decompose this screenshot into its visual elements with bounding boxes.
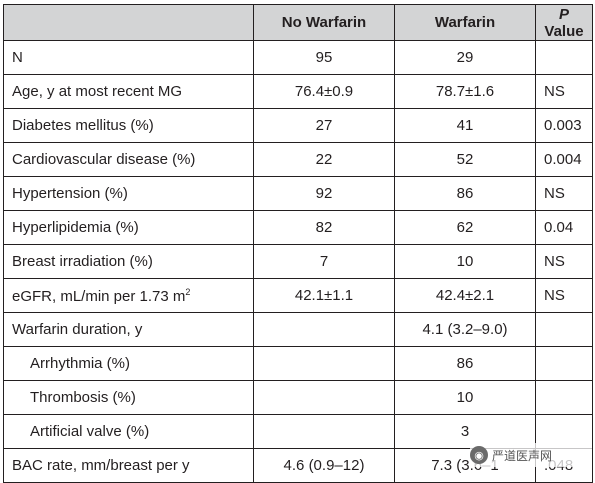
- cell-no-warfarin: [253, 380, 395, 415]
- cell-p-value: [535, 380, 593, 415]
- cell-warfarin: 41: [394, 108, 536, 143]
- row-label: Artificial valve (%): [3, 414, 254, 449]
- cell-no-warfarin: 76.4±0.9: [253, 74, 395, 109]
- row-label: Hyperlipidemia (%): [3, 210, 254, 245]
- cell-warfarin: 78.7±1.6: [394, 74, 536, 109]
- cell-no-warfarin: 27: [253, 108, 395, 143]
- cell-warfarin: 52: [394, 142, 536, 177]
- row-label: Age, y at most recent MG: [3, 74, 254, 109]
- row-label-egfr: eGFR, mL/min per 1.73 m2: [3, 278, 254, 313]
- table-row: Warfarin duration, y 4.1 (3.2–9.0): [3, 312, 593, 347]
- header-label: [3, 4, 254, 41]
- table-row: Hypertension (%) 92 86 NS: [3, 176, 593, 211]
- row-label: Cardiovascular disease (%): [3, 142, 254, 177]
- cell-no-warfarin: 82: [253, 210, 395, 245]
- cell-no-warfarin: [253, 312, 395, 347]
- cell-p-value: [535, 346, 593, 381]
- table-row: N 95 29: [3, 40, 593, 75]
- table-row: Diabetes mellitus (%) 27 41 0.003: [3, 108, 593, 143]
- row-label: Diabetes mellitus (%): [3, 108, 254, 143]
- cell-warfarin: 29: [394, 40, 536, 75]
- cell-warfarin: 86: [394, 346, 536, 381]
- row-label: Breast irradiation (%): [3, 244, 254, 279]
- row-label: Thrombosis (%): [3, 380, 254, 415]
- cell-warfarin: 10: [394, 380, 536, 415]
- cell-p-value: NS: [535, 244, 593, 279]
- row-label: Warfarin duration, y: [3, 312, 254, 347]
- row-label: Arrhythmia (%): [3, 346, 254, 381]
- header-warfarin: Warfarin: [394, 4, 536, 41]
- table-row: Thrombosis (%) 10: [3, 380, 593, 415]
- cell-p-value: NS: [535, 74, 593, 109]
- cell-no-warfarin: 92: [253, 176, 395, 211]
- header-p-value: P Value: [535, 4, 593, 41]
- cell-no-warfarin: 95: [253, 40, 395, 75]
- cell-p-value: NS: [535, 176, 593, 211]
- cell-p-value: NS: [535, 278, 593, 313]
- cell-warfarin: 42.4±2.1: [394, 278, 536, 313]
- cell-p-value: [535, 312, 593, 347]
- header-value-word: Value: [544, 22, 584, 40]
- cell-no-warfarin: 4.6 (0.9–12): [253, 448, 395, 483]
- row-label-text: eGFR, mL/min per 1.73 m: [12, 287, 186, 305]
- header-row: No Warfarin Warfarin P Value: [3, 4, 593, 41]
- header-p-letter: P: [558, 5, 569, 23]
- table-row: Arrhythmia (%) 86: [3, 346, 593, 381]
- cell-no-warfarin: 42.1±1.1: [253, 278, 395, 313]
- table-row: eGFR, mL/min per 1.73 m2 42.1±1.1 42.4±2…: [3, 278, 593, 313]
- cell-p-value: 0.004: [535, 142, 593, 177]
- table-row: Breast irradiation (%) 7 10 NS: [3, 244, 593, 279]
- header-no-warfarin: No Warfarin: [253, 4, 395, 41]
- cell-warfarin: 86: [394, 176, 536, 211]
- watermark-text: 严道医声网: [492, 448, 553, 463]
- table-row: Cardiovascular disease (%) 22 52 0.004: [3, 142, 593, 177]
- cell-p-value: 0.003: [535, 108, 593, 143]
- superscript: 2: [185, 286, 191, 297]
- cell-warfarin: 10: [394, 244, 536, 279]
- row-label: Hypertension (%): [3, 176, 254, 211]
- watermark: ◉ 严道医声网: [470, 443, 592, 467]
- cell-p-value: [535, 40, 593, 75]
- row-label: BAC rate, mm/breast per y: [3, 448, 254, 483]
- cell-no-warfarin: [253, 346, 395, 381]
- wechat-icon: ◉: [470, 446, 488, 464]
- cell-no-warfarin: 7: [253, 244, 395, 279]
- cell-no-warfarin: 22: [253, 142, 395, 177]
- cell-p-value: 0.04: [535, 210, 593, 245]
- row-label: N: [3, 40, 254, 75]
- cell-no-warfarin: [253, 414, 395, 449]
- cell-warfarin: 4.1 (3.2–9.0): [394, 312, 536, 347]
- table-row: Age, y at most recent MG 76.4±0.9 78.7±1…: [3, 74, 593, 109]
- data-table: No Warfarin Warfarin P Value N 95 29 Age…: [3, 4, 593, 483]
- cell-warfarin: 62: [394, 210, 536, 245]
- table-row: Hyperlipidemia (%) 82 62 0.04: [3, 210, 593, 245]
